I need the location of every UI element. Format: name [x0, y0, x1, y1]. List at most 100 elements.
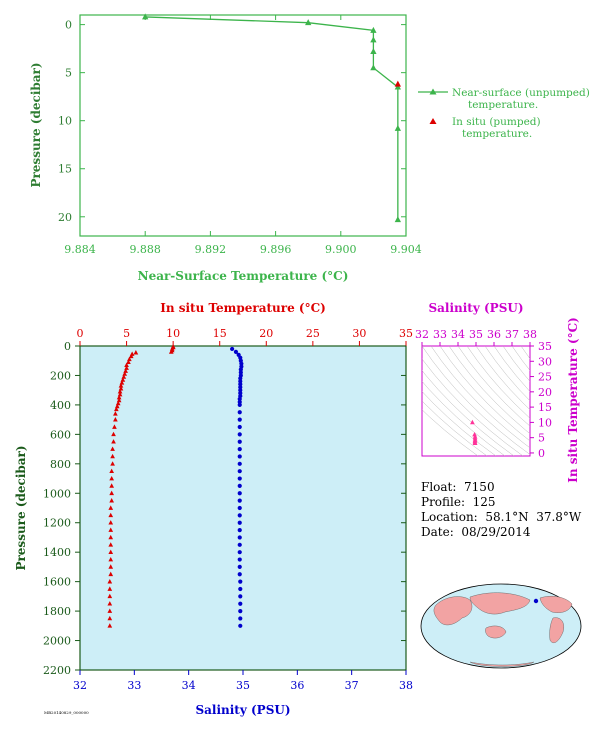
- float-id: Float: 7150: [421, 480, 495, 494]
- temp-tick-label: 35: [399, 327, 413, 340]
- top-legend: Near-surface (unpumped) temperature. In …: [418, 87, 590, 140]
- ts-temp-tick-label: 15: [538, 401, 552, 414]
- map-australia: [485, 625, 507, 639]
- float-info: Float: 7150 Profile: 125 Location: 58.1°…: [421, 480, 581, 540]
- near-surface-point: [394, 216, 401, 223]
- temperature-point: [117, 392, 123, 397]
- near-surface-point: [370, 26, 377, 33]
- near-surface-point: [394, 124, 401, 131]
- map-africa-europe: [433, 596, 473, 626]
- salinity-tick-label: 36: [290, 679, 304, 692]
- salinity-point: [238, 370, 243, 375]
- world-map: [420, 583, 582, 669]
- salinity-point: [237, 454, 242, 459]
- temperature-point: [108, 556, 114, 562]
- date: Date: 08/29/2014: [421, 525, 531, 539]
- temperature-point: [107, 615, 113, 621]
- pressure-tick-label: 800: [50, 458, 71, 471]
- ts-temp-tick-label: 25: [538, 371, 552, 384]
- salinity-point: [238, 594, 243, 599]
- temperature-point: [108, 505, 114, 510]
- salinity-tick-label: 32: [73, 679, 87, 692]
- top-x-tick-label: 9.904: [390, 243, 422, 256]
- top-x-axis-label: Near-Surface Temperature (°C): [138, 269, 349, 283]
- temperature-point: [116, 394, 122, 400]
- ts-y-axis-label: In situ Temperature (°C): [566, 317, 580, 483]
- salinity-point: [238, 608, 243, 614]
- ts-salinity-tick-label: 34: [451, 328, 465, 341]
- top-x-tick-label: 9.900: [325, 243, 357, 256]
- salinity-point: [237, 527, 242, 533]
- temperature-point: [121, 374, 127, 379]
- temperature-point: [109, 483, 115, 488]
- temperature-point: [111, 431, 116, 437]
- salinity-point: [237, 396, 242, 402]
- map-south-america: [549, 617, 564, 643]
- profile-plot-frame: [79, 345, 407, 671]
- temperature-point: [123, 368, 128, 373]
- pressure-tick-label: 1600: [43, 576, 71, 589]
- temperature-point: [108, 571, 114, 577]
- temperature-point: [109, 490, 115, 496]
- top-plot-frame: [79, 14, 407, 237]
- temperature-point: [107, 586, 113, 591]
- temperature-point: [168, 349, 174, 354]
- temperature-point: [108, 534, 114, 540]
- salinity-tick-label: 38: [399, 679, 413, 692]
- profile-y-axis-label: Pressure (decibar): [14, 445, 28, 570]
- salinity-point: [239, 361, 244, 366]
- salinity-profile: [230, 346, 244, 628]
- temperature-point: [107, 623, 113, 628]
- salinity-point: [237, 461, 242, 466]
- salinity-point: [238, 376, 243, 381]
- salinity-point: [238, 382, 243, 387]
- salinity-point: [237, 439, 242, 444]
- density-contour: [475, 346, 530, 411]
- salinity-point: [237, 469, 242, 474]
- near-surface-point: [142, 13, 149, 20]
- temperature-point: [112, 424, 117, 429]
- profile-number: Profile: 125: [421, 495, 496, 509]
- ts-salinity-tick-label: 35: [469, 328, 483, 341]
- pressure-tick-label: 0: [64, 340, 71, 353]
- temperature-point: [113, 411, 118, 416]
- top-y-tick-label: 5: [65, 67, 72, 80]
- salinity-point: [238, 367, 243, 372]
- density-contour: [430, 346, 530, 449]
- ts-temp-tick-label: 5: [538, 432, 545, 445]
- salinity-point: [237, 564, 242, 570]
- temp-tick-label: 25: [306, 327, 320, 340]
- salinity-point: [237, 557, 242, 562]
- temperature-point: [118, 386, 124, 391]
- temperature-point: [109, 468, 115, 474]
- salinity-point: [238, 388, 243, 393]
- temperature-point: [107, 601, 113, 606]
- pressure-tick-label: 600: [50, 428, 71, 441]
- temperature-point: [108, 512, 114, 518]
- temperature-point: [108, 549, 114, 555]
- salinity-point: [238, 379, 243, 384]
- salinity-point: [237, 399, 242, 405]
- salinity-point: [237, 410, 242, 415]
- top-series: [142, 13, 401, 223]
- legend-label-unpumped-1: Near-surface (unpumped): [452, 87, 590, 99]
- salinity-point: [237, 513, 242, 518]
- near-surface-point: [370, 48, 377, 54]
- density-contour: [484, 346, 530, 402]
- temp-tick-label: 5: [123, 327, 130, 340]
- temperature-point: [128, 353, 134, 359]
- salinity-point: [237, 505, 242, 511]
- ts-temp-tick-label: 20: [538, 386, 552, 399]
- salinity-point: [237, 402, 242, 408]
- map-continents: [433, 592, 573, 667]
- density-contour: [448, 346, 530, 435]
- density-contour: [457, 346, 530, 427]
- legend-label-pumped-2: temperature.: [462, 128, 532, 140]
- pressure-tick-label: 1800: [43, 605, 71, 618]
- temperature-point: [107, 608, 113, 613]
- salinity-point: [237, 520, 242, 525]
- profile-bottom-axis-label: Salinity (PSU): [195, 703, 290, 717]
- ts-density-contours: [422, 346, 530, 456]
- ts-point: [472, 432, 477, 437]
